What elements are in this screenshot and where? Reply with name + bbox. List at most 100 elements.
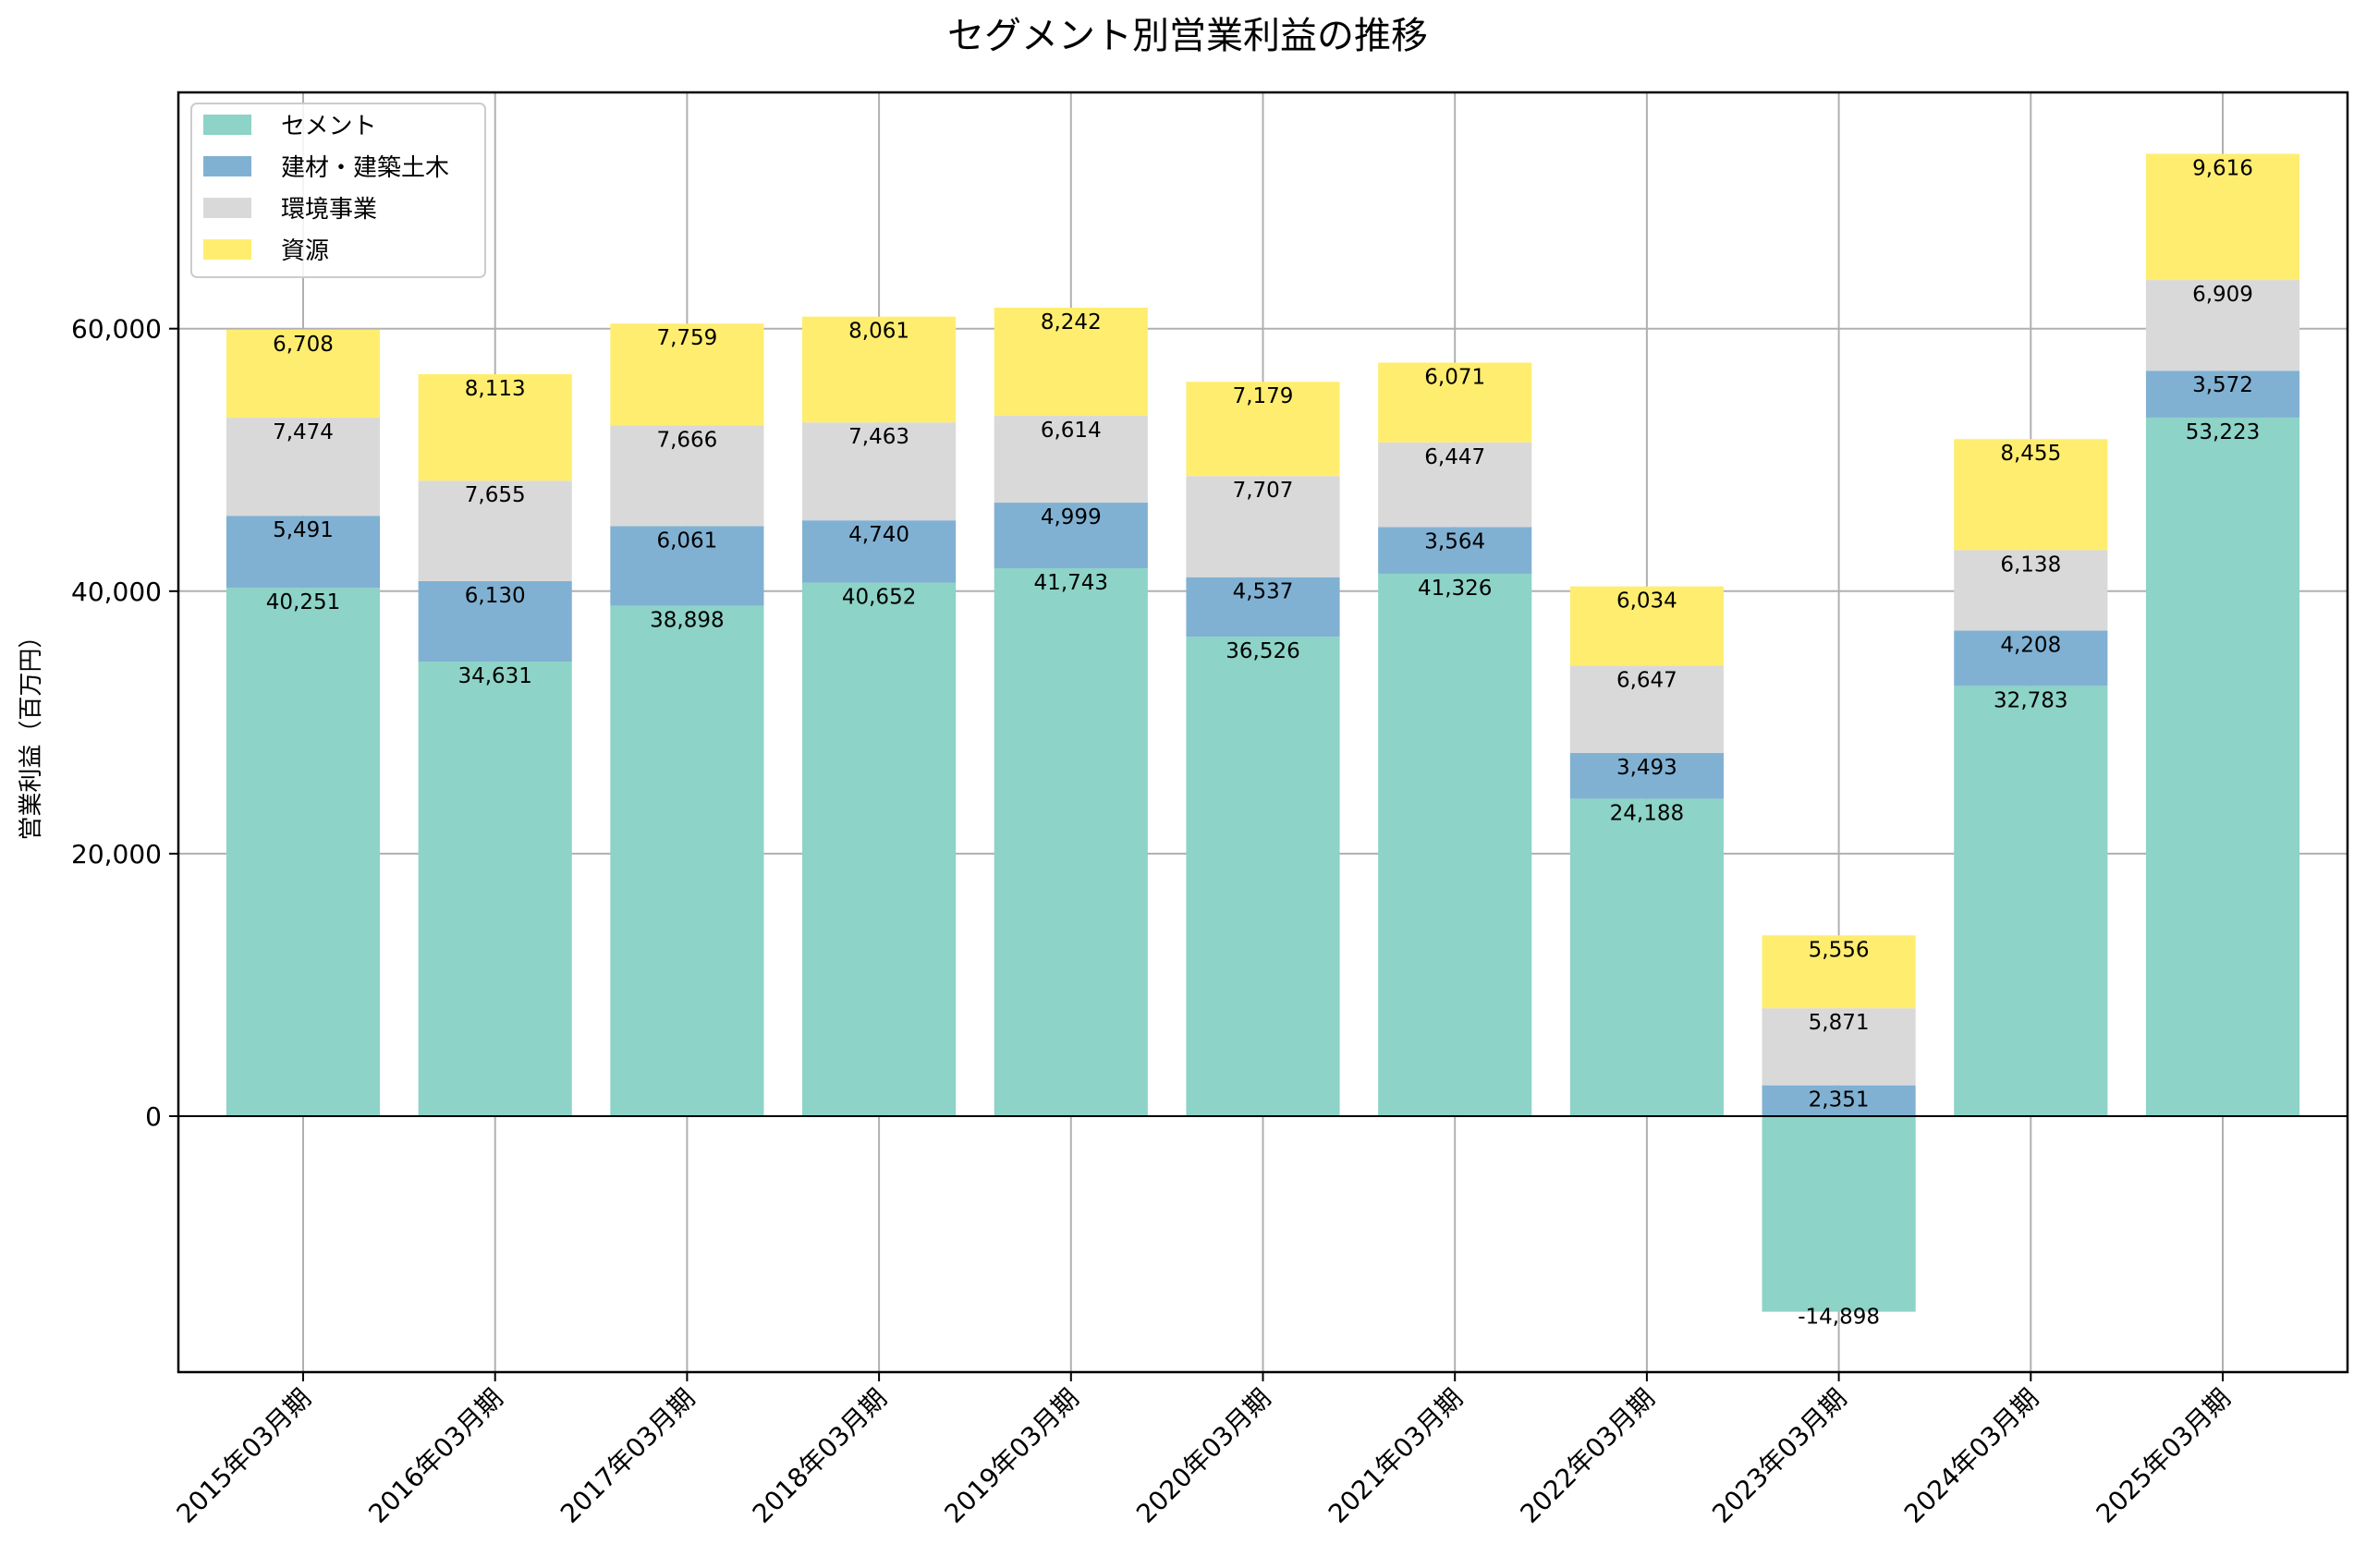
bar-segment: [418, 373, 572, 481]
data-label: 6,071: [1424, 366, 1485, 390]
data-label: 7,666: [656, 428, 717, 452]
y-tick-label: 40,000: [71, 577, 162, 607]
data-label: 53,223: [2186, 420, 2260, 444]
legend-swatch: [203, 198, 251, 218]
bar-segment: [1762, 935, 1916, 1009]
bar-segment: [418, 480, 572, 581]
x-tick-label: 2018年03月期: [747, 1383, 893, 1529]
data-label: 7,179: [1233, 384, 1294, 408]
bar-segment: [418, 662, 572, 1116]
bar-segment: [1378, 527, 1532, 574]
legend-label: 建材・建築土木: [281, 154, 449, 182]
data-label: 8,113: [465, 377, 526, 401]
bar-segment: [994, 503, 1148, 569]
data-label: 5,491: [273, 518, 334, 542]
data-label: 38,898: [650, 608, 724, 632]
bar-segment: [226, 418, 381, 517]
data-label: 6,708: [273, 333, 334, 357]
data-label: 7,655: [465, 483, 526, 507]
legend-swatch: [203, 115, 251, 135]
x-tick-label: 2025年03月期: [2091, 1383, 2237, 1529]
data-label: 9,616: [2192, 156, 2253, 180]
legend-label: セメント: [281, 113, 376, 140]
bar-segment: [1954, 686, 2108, 1116]
bar-segment: [1569, 752, 1724, 799]
bar-segment: [1378, 442, 1532, 528]
bar-segment: [1762, 1008, 1916, 1086]
bars: [226, 153, 2300, 1312]
data-label: 34,631: [457, 664, 531, 688]
chart-title: セグメント別営業利益の推移: [947, 15, 1428, 57]
bar-segment: [226, 329, 381, 419]
data-label: 6,909: [2192, 283, 2253, 307]
bar-segment: [1762, 1085, 1916, 1116]
data-label: 41,326: [1418, 577, 1492, 601]
legend-swatch: [203, 239, 251, 260]
data-labels: 40,251 34,631 38,898 40,652 41,743 36,526 41,3…: [266, 156, 2260, 1329]
bar-segment: [802, 520, 957, 583]
data-label: 40,652: [842, 586, 916, 610]
data-label: 3,572: [2192, 373, 2253, 397]
data-label: 40,251: [266, 590, 340, 614]
bar-segment: [610, 425, 764, 527]
data-label: 7,474: [273, 420, 334, 444]
x-tick-label: 2022年03月期: [1515, 1383, 1661, 1529]
bar-segment: [1954, 550, 2108, 631]
x-tick-label: 2021年03月期: [1323, 1383, 1469, 1529]
bar-segment: [226, 588, 381, 1116]
bar-segment: [1569, 665, 1724, 753]
data-label: 5,556: [1809, 938, 1870, 962]
bar-segment: [418, 580, 572, 662]
bar-segment: [2145, 371, 2300, 418]
bar-segment: [610, 323, 764, 426]
y-tick-label: 0: [145, 1101, 162, 1132]
bar-segment: [1569, 798, 1724, 1116]
bar-segment: [2145, 153, 2300, 281]
x-axis: 2015年03月期 2016年03月期 2017年03月期 2018年03月期 2019…: [171, 1372, 2237, 1529]
bar-segment: [226, 516, 381, 589]
data-label: 4,208: [2000, 634, 2061, 658]
bar-segment: [994, 416, 1148, 504]
data-label: -14,898: [1798, 1306, 1880, 1330]
data-label: 2,351: [1809, 1088, 1870, 1112]
data-label: 7,759: [656, 326, 717, 350]
bar-segment: [1954, 439, 2108, 551]
data-label: 3,564: [1424, 529, 1485, 553]
data-label: 8,455: [2000, 442, 2061, 466]
bar-segment: [1762, 1116, 1916, 1312]
data-label: 6,061: [656, 529, 717, 553]
x-tick-label: 2019年03月期: [938, 1383, 1084, 1529]
bar-segment: [1569, 586, 1724, 666]
data-label: 4,740: [848, 523, 909, 547]
x-tick-label: 2020年03月期: [1130, 1383, 1276, 1529]
legend-swatch: [203, 156, 251, 176]
bar-segment: [1378, 573, 1532, 1116]
legend-label: 環境事業: [281, 196, 377, 224]
data-label: 36,526: [1226, 639, 1299, 663]
bar-segment: [610, 526, 764, 606]
x-tick-label: 2023年03月期: [1706, 1383, 1852, 1529]
data-label: 8,242: [1041, 310, 1102, 334]
x-tick-label: 2015年03月期: [171, 1383, 317, 1529]
data-label: 6,138: [2000, 553, 2061, 577]
bar-segment: [2145, 280, 2300, 371]
data-label: 8,061: [848, 320, 909, 344]
bar-segment: [1378, 362, 1532, 443]
y-tick-label: 20,000: [71, 839, 162, 869]
data-label: 6,130: [465, 584, 526, 608]
x-tick-label: 2017年03月期: [555, 1383, 701, 1529]
bar-segment: [610, 605, 764, 1116]
data-label: 6,447: [1424, 445, 1485, 469]
y-axis-label: 営業利益（百万円）: [18, 624, 45, 840]
bar-segment: [1954, 630, 2108, 687]
bar-segment: [994, 568, 1148, 1116]
x-tick-label: 2024年03月期: [1898, 1383, 2044, 1529]
data-label: 4,537: [1233, 580, 1294, 604]
data-label: 7,707: [1233, 479, 1294, 503]
data-label: 5,871: [1809, 1011, 1870, 1035]
bar-segment: [1186, 382, 1340, 477]
bar-segment: [1186, 577, 1340, 638]
bar-segment: [802, 582, 957, 1116]
